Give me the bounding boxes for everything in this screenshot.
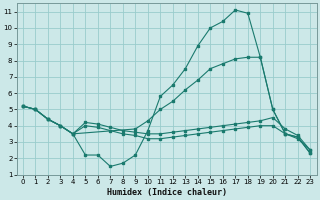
X-axis label: Humidex (Indice chaleur): Humidex (Indice chaleur) xyxy=(107,188,227,197)
